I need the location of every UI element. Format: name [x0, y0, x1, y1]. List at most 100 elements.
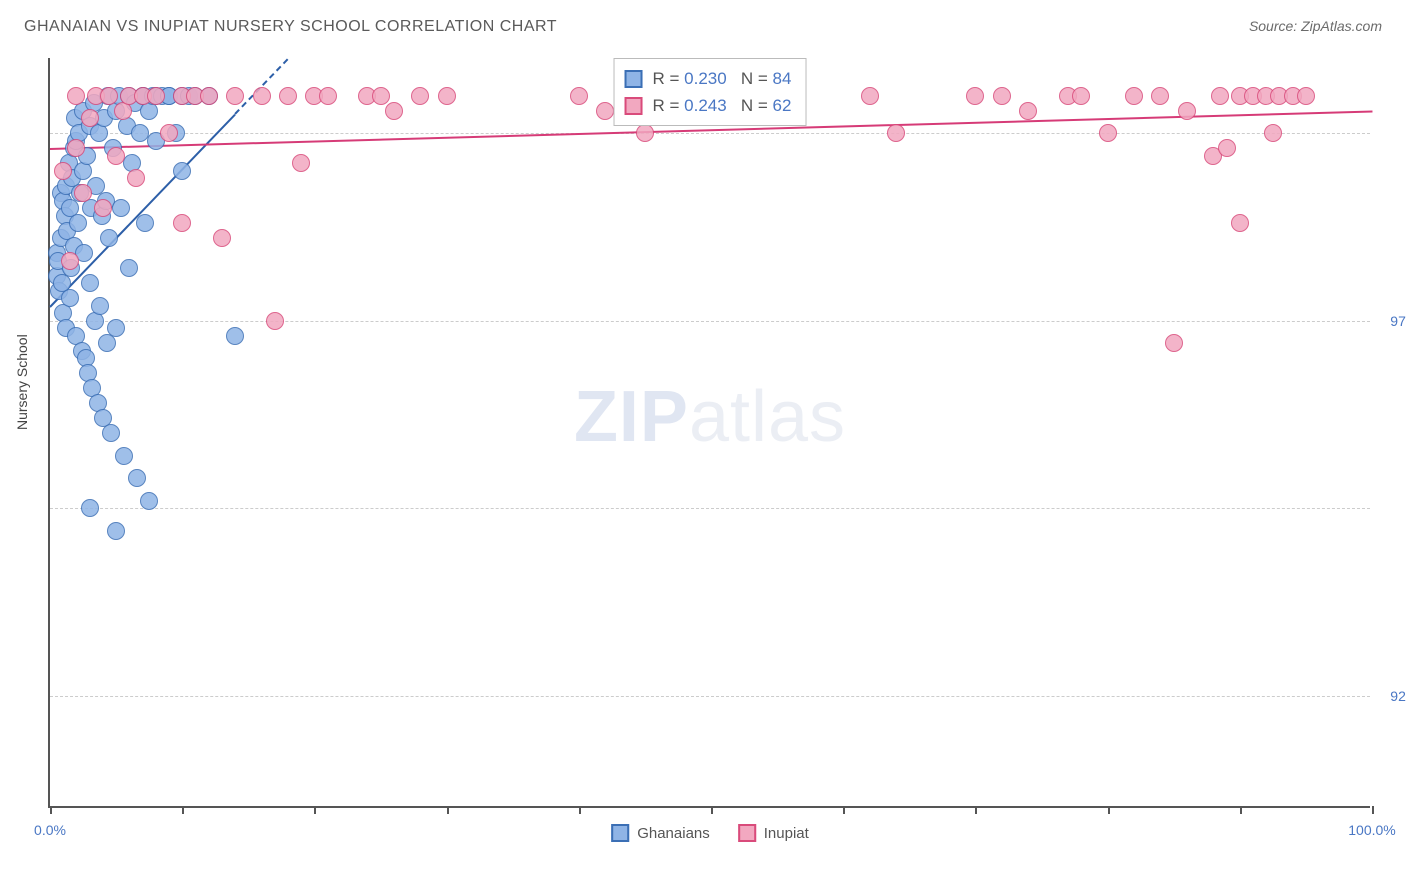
data-point	[54, 162, 72, 180]
data-point	[100, 87, 118, 105]
data-point	[438, 87, 456, 105]
source-label: Source: ZipAtlas.com	[1249, 18, 1382, 34]
data-point	[966, 87, 984, 105]
data-point	[213, 229, 231, 247]
data-point	[385, 102, 403, 120]
data-point	[61, 252, 79, 270]
data-point	[1099, 124, 1117, 142]
data-point	[319, 87, 337, 105]
scatter-plot: ZIPatlas 92.5%97.5%0.0%100.0%R = 0.230 N…	[48, 58, 1370, 808]
x-tick	[579, 806, 581, 814]
data-point	[1019, 102, 1037, 120]
watermark: ZIPatlas	[574, 376, 846, 458]
legend-row: R = 0.230 N = 84	[625, 65, 792, 92]
legend-swatch	[625, 97, 643, 115]
y-tick-label: 92.5%	[1376, 688, 1406, 704]
x-tick	[447, 806, 449, 814]
data-point	[266, 312, 284, 330]
data-point	[91, 297, 109, 315]
x-tick	[182, 806, 184, 814]
data-point	[160, 124, 178, 142]
data-point	[107, 522, 125, 540]
y-tick-label: 97.5%	[1376, 313, 1406, 329]
watermark-zip: ZIP	[574, 377, 689, 457]
legend-text: R = 0.230 N = 84	[653, 65, 792, 92]
data-point	[100, 229, 118, 247]
data-point	[173, 214, 191, 232]
data-point	[173, 162, 191, 180]
legend-swatch	[611, 824, 629, 842]
data-point	[1231, 214, 1249, 232]
data-point	[253, 87, 271, 105]
data-point	[292, 154, 310, 172]
data-point	[279, 87, 297, 105]
x-tick	[1240, 806, 1242, 814]
data-point	[107, 147, 125, 165]
data-point	[372, 87, 390, 105]
series-legend-item: Inupiat	[738, 824, 809, 842]
data-point	[120, 259, 138, 277]
data-point	[112, 199, 130, 217]
data-point	[226, 327, 244, 345]
data-point	[81, 499, 99, 517]
data-point	[81, 109, 99, 127]
data-point	[1178, 102, 1196, 120]
series-legend-label: Ghanaians	[637, 825, 710, 842]
data-point	[102, 424, 120, 442]
correlation-legend: R = 0.230 N = 84R = 0.243 N = 62	[614, 58, 807, 126]
data-point	[596, 102, 614, 120]
data-point	[1151, 87, 1169, 105]
gridline-h	[50, 696, 1370, 697]
data-point	[115, 447, 133, 465]
data-point	[411, 87, 429, 105]
gridline-h	[50, 508, 1370, 509]
data-point	[107, 319, 125, 337]
data-point	[1297, 87, 1315, 105]
x-tick	[975, 806, 977, 814]
x-tick	[1372, 806, 1374, 814]
x-tick	[1108, 806, 1110, 814]
data-point	[147, 87, 165, 105]
x-tick	[711, 806, 713, 814]
data-point	[81, 274, 99, 292]
gridline-h	[50, 133, 1370, 134]
series-legend-label: Inupiat	[764, 825, 809, 842]
data-point	[74, 184, 92, 202]
data-point	[1125, 87, 1143, 105]
legend-swatch	[625, 70, 643, 88]
data-point	[94, 199, 112, 217]
data-point	[636, 124, 654, 142]
x-tick	[50, 806, 52, 814]
series-legend: Ghanaians Inupiat	[611, 824, 809, 842]
data-point	[128, 469, 146, 487]
chart-title: GHANAIAN VS INUPIAT NURSERY SCHOOL CORRE…	[24, 18, 557, 36]
watermark-atlas: atlas	[689, 377, 846, 457]
x-tick	[314, 806, 316, 814]
data-point	[136, 214, 154, 232]
data-point	[993, 87, 1011, 105]
data-point	[69, 214, 87, 232]
data-point	[1218, 139, 1236, 157]
gridline-h	[50, 321, 1370, 322]
data-point	[887, 124, 905, 142]
series-legend-item: Ghanaians	[611, 824, 710, 842]
data-point	[1211, 87, 1229, 105]
legend-swatch	[738, 824, 756, 842]
data-point	[570, 87, 588, 105]
data-point	[1072, 87, 1090, 105]
x-tick	[843, 806, 845, 814]
x-tick-label: 100.0%	[1348, 822, 1395, 838]
data-point	[200, 87, 218, 105]
data-point	[861, 87, 879, 105]
y-axis-label: Nursery School	[14, 334, 30, 430]
data-point	[127, 169, 145, 187]
data-point	[61, 289, 79, 307]
data-point	[1264, 124, 1282, 142]
data-point	[67, 87, 85, 105]
data-point	[140, 492, 158, 510]
data-point	[1165, 334, 1183, 352]
legend-text: R = 0.243 N = 62	[653, 92, 792, 119]
legend-row: R = 0.243 N = 62	[625, 92, 792, 119]
x-tick-label: 0.0%	[34, 822, 66, 838]
data-point	[226, 87, 244, 105]
